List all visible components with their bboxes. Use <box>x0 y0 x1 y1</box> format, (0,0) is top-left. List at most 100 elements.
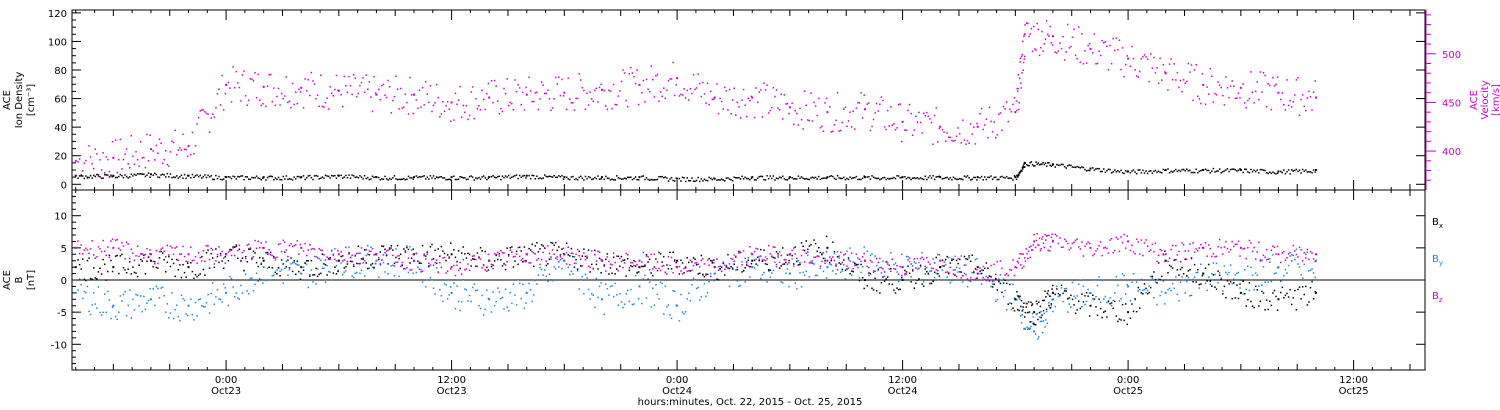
by-point <box>681 311 684 313</box>
velocity-point <box>739 117 742 119</box>
density-point <box>1228 170 1230 173</box>
bx-point <box>1298 286 1301 288</box>
bx-point <box>1242 280 1244 282</box>
density-point <box>595 177 598 180</box>
density-point <box>346 176 349 179</box>
bx-point <box>600 272 602 274</box>
bottom-tick-label: 0 <box>61 276 67 287</box>
bz-point <box>384 251 386 254</box>
density-point <box>782 175 784 178</box>
by-point <box>949 281 952 284</box>
density-point <box>1118 171 1121 173</box>
density-point <box>252 176 255 179</box>
density-point <box>808 178 811 181</box>
velocity-point <box>753 116 756 119</box>
bx-point <box>598 257 601 260</box>
bz-point <box>348 253 350 255</box>
density-point <box>949 176 952 179</box>
bx-point <box>298 270 300 273</box>
velocity-point <box>796 112 798 115</box>
density-point <box>443 177 446 179</box>
by-point <box>702 274 704 277</box>
density-point <box>1036 163 1038 166</box>
by-point <box>1300 274 1302 276</box>
bx-point <box>576 268 579 270</box>
bz-point <box>800 254 803 257</box>
bx-point <box>1195 281 1197 283</box>
bx-point <box>1178 274 1180 276</box>
bx-point <box>429 246 432 248</box>
density-point <box>161 173 164 176</box>
velocity-point <box>586 92 588 94</box>
density-point <box>221 179 223 181</box>
bx-point <box>277 267 280 269</box>
bx-point <box>819 251 822 254</box>
density-point <box>507 174 510 177</box>
bx-point <box>169 265 172 268</box>
velocity-point <box>370 96 372 98</box>
by-point <box>772 269 775 272</box>
bz-point <box>828 256 831 258</box>
bz-point <box>293 245 295 247</box>
bz-point <box>648 268 651 271</box>
velocity-point <box>1025 22 1028 24</box>
bz-point <box>916 257 919 260</box>
bx-point <box>581 255 584 257</box>
bz-point <box>467 263 469 265</box>
by-point <box>85 292 87 294</box>
by-point <box>888 268 890 270</box>
bz-point <box>915 267 917 269</box>
bz-point <box>102 239 104 242</box>
density-point <box>1262 169 1265 172</box>
bz-point <box>169 245 172 247</box>
by-point <box>893 263 895 266</box>
velocity-point <box>575 97 577 100</box>
density-point <box>102 177 104 179</box>
bx-point <box>398 257 400 260</box>
bz-point <box>1247 246 1249 249</box>
velocity-point <box>998 113 1000 116</box>
bx-point <box>606 253 609 255</box>
bz-point <box>1305 257 1307 259</box>
by-point <box>426 279 429 281</box>
bx-point <box>807 248 809 251</box>
by-point <box>96 307 98 309</box>
bz-point <box>540 258 543 261</box>
velocity-point <box>418 89 421 91</box>
by-point <box>1309 269 1312 272</box>
density-point <box>1093 169 1096 171</box>
density-point <box>357 177 360 179</box>
by-point <box>705 295 707 298</box>
by-point <box>1178 299 1180 302</box>
bz-point <box>1035 239 1038 242</box>
bz-point <box>669 264 671 267</box>
density-point <box>1109 168 1111 171</box>
velocity-point <box>617 95 620 97</box>
by-point <box>777 256 779 259</box>
bz-point <box>580 258 582 260</box>
bx-point <box>1057 292 1060 295</box>
by-point <box>221 301 223 303</box>
velocity-point <box>506 78 508 80</box>
bx-point <box>324 264 327 266</box>
velocity-point <box>584 108 587 111</box>
bx-point <box>1014 298 1017 301</box>
velocity-point <box>886 109 889 112</box>
by-point <box>382 261 385 264</box>
bz-point <box>180 253 183 255</box>
bx-point <box>1087 295 1089 297</box>
density-point <box>125 175 128 178</box>
density-point <box>869 178 872 180</box>
by-point <box>478 304 480 307</box>
density-point <box>631 178 634 181</box>
bz-point <box>518 255 521 258</box>
bz-point <box>630 261 632 264</box>
by-point <box>576 269 579 272</box>
bx-point <box>241 257 244 259</box>
density-point <box>404 179 407 181</box>
bz-point <box>238 244 241 247</box>
bz-point <box>315 255 317 258</box>
density-point <box>835 178 837 181</box>
velocity-point <box>1117 48 1119 51</box>
density-point <box>547 175 549 178</box>
